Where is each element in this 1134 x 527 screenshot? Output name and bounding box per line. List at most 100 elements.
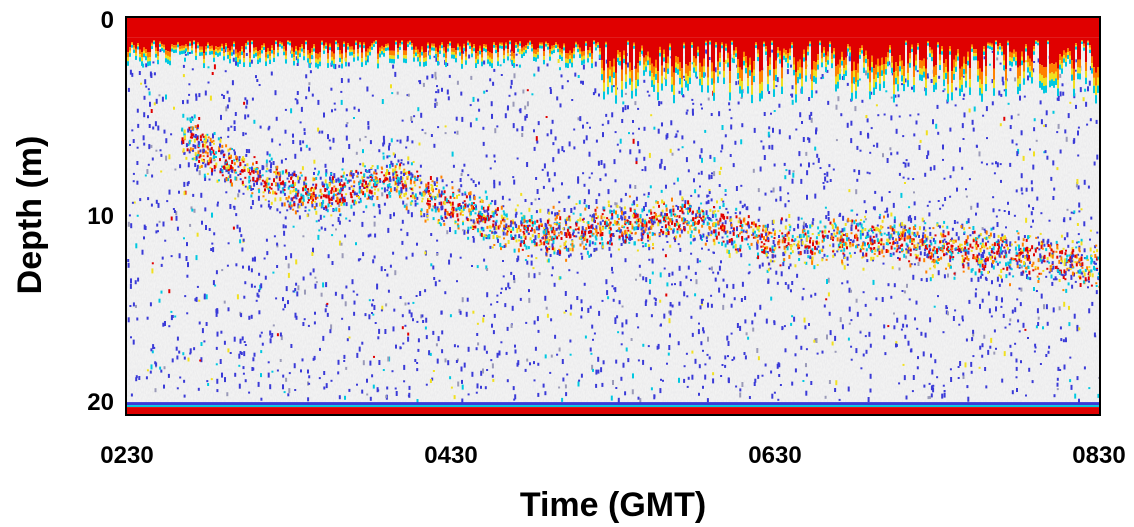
layer-echo <box>908 246 911 250</box>
layer-echo <box>966 255 969 260</box>
layer-echo <box>275 183 278 186</box>
layer-echo <box>936 223 939 227</box>
layer-echo <box>1050 253 1053 258</box>
echo-dot <box>659 388 662 394</box>
echo-dot <box>232 49 235 55</box>
layer-echo <box>843 247 846 252</box>
echo-dot <box>486 292 489 298</box>
echo-dot <box>786 69 789 75</box>
layer-echo <box>748 247 751 250</box>
echo-dot <box>692 112 694 116</box>
echo-dot <box>270 335 273 338</box>
echo-dot <box>909 114 912 117</box>
layer-echo <box>727 249 730 254</box>
layer-echo <box>1081 272 1084 275</box>
layer-echo <box>262 195 265 198</box>
layer-echo <box>523 243 526 247</box>
layer-echo <box>862 267 865 271</box>
echo-dot <box>460 91 463 96</box>
layer-echo <box>231 182 233 187</box>
echo-dot <box>508 287 511 290</box>
echo-dot <box>394 71 397 77</box>
echo-dot <box>905 159 908 162</box>
layer-echo <box>950 237 953 242</box>
echo-dot <box>630 338 633 341</box>
layer-echo <box>484 219 487 224</box>
layer-echo <box>811 221 814 226</box>
layer-echo <box>221 165 223 168</box>
layer-echo <box>855 219 857 222</box>
layer-echo <box>1061 274 1064 277</box>
echo-dot <box>730 303 733 308</box>
echo-dot <box>325 169 328 175</box>
layer-echo <box>757 226 760 230</box>
layer-echo <box>316 196 319 199</box>
echo-dot <box>148 144 151 150</box>
layer-echo <box>604 226 607 230</box>
layer-echo <box>850 232 853 235</box>
layer-echo <box>963 259 966 263</box>
layer-echo <box>742 229 745 233</box>
layer-echo <box>785 218 788 222</box>
echo-dot <box>828 380 831 384</box>
echo-dot <box>1070 384 1073 390</box>
echo-dot <box>302 140 305 144</box>
layer-echo <box>811 251 814 256</box>
echo-dot <box>250 206 253 210</box>
layer-echo <box>525 225 527 228</box>
echo-dot <box>856 145 859 150</box>
echo-dot <box>222 95 225 99</box>
echo-dot <box>287 263 290 269</box>
echo-dot <box>779 384 782 386</box>
layer-echo <box>322 185 325 188</box>
layer-echo <box>201 133 204 136</box>
echo-dot <box>321 130 324 134</box>
echo-dot <box>919 251 922 256</box>
layer-echo <box>189 117 192 122</box>
layer-echo <box>368 174 371 177</box>
echo-dot <box>267 372 270 378</box>
echo-dot <box>663 67 666 72</box>
layer-echo <box>333 209 336 212</box>
layer-echo <box>839 230 842 233</box>
layer-echo <box>470 211 472 216</box>
echo-dot <box>448 74 451 78</box>
echo-dot <box>651 258 654 264</box>
echo-dot <box>1027 337 1029 339</box>
layer-echo <box>909 235 912 240</box>
layer-echo <box>414 193 417 198</box>
echo-dot <box>206 380 209 383</box>
echo-dot <box>485 265 488 270</box>
layer-echo <box>1023 261 1025 265</box>
echo-dot <box>587 189 590 195</box>
echo-dot <box>917 242 920 245</box>
echo-dot <box>1088 308 1091 314</box>
echo-dot <box>270 71 273 76</box>
echo-dot <box>327 254 330 259</box>
echo-dot <box>1073 210 1076 214</box>
layer-echo <box>283 202 286 207</box>
layer-echo <box>221 144 224 148</box>
layer-echo <box>573 235 576 238</box>
echo-dot <box>937 200 940 202</box>
echo-dot <box>381 305 384 311</box>
echo-dot <box>615 359 618 364</box>
layer-echo <box>275 192 278 195</box>
layer-echo <box>418 186 421 189</box>
layer-echo <box>945 267 947 270</box>
layer-echo <box>430 187 433 191</box>
layer-echo <box>572 232 574 236</box>
layer-echo <box>928 250 931 255</box>
layer-echo <box>554 217 557 221</box>
layer-echo <box>372 203 375 207</box>
echo-dot <box>205 294 208 300</box>
echo-dot <box>697 194 700 198</box>
layer-echo <box>620 198 623 203</box>
echo-dot <box>390 84 392 89</box>
echo-dot <box>352 290 355 293</box>
echo-dot <box>216 378 219 384</box>
layer-echo <box>389 164 391 168</box>
echo-dot <box>280 159 283 164</box>
layer-echo <box>540 224 543 227</box>
layer-echo <box>230 166 233 171</box>
